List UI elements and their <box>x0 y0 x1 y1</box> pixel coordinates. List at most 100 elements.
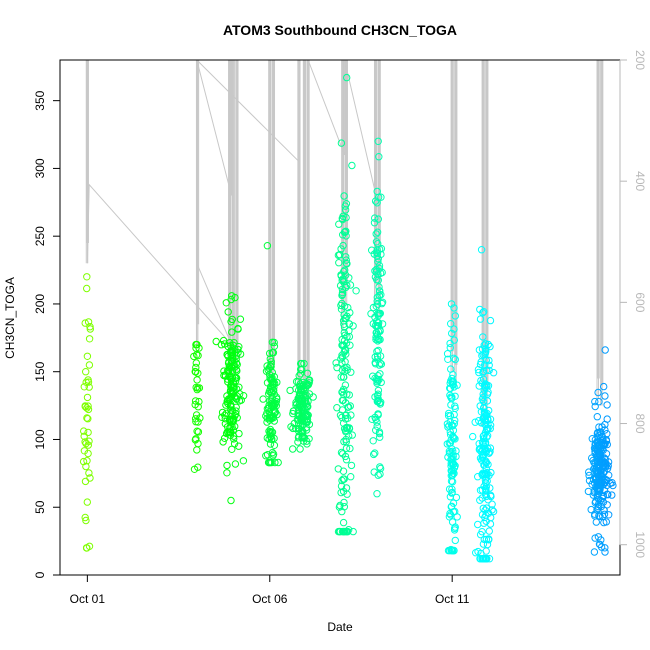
data-point <box>594 533 603 541</box>
data-point <box>337 272 345 280</box>
data-point <box>595 447 604 456</box>
data-point <box>224 308 232 316</box>
data-point <box>450 304 458 312</box>
data-point <box>372 238 381 246</box>
data-point <box>86 474 94 482</box>
data-point <box>595 423 603 431</box>
data-point <box>601 544 609 552</box>
data-point <box>85 469 93 477</box>
data-point <box>446 384 455 393</box>
data-point <box>373 297 381 305</box>
data-point <box>227 393 236 401</box>
data-point <box>196 414 204 422</box>
data-point <box>81 319 89 327</box>
data-point <box>340 328 348 337</box>
data-point <box>305 420 314 429</box>
data-point <box>339 231 347 239</box>
data-point <box>338 388 347 396</box>
data-point <box>236 315 245 323</box>
data-point <box>235 383 243 391</box>
data-point <box>347 368 355 376</box>
data-point <box>230 440 239 448</box>
data-point <box>443 350 452 358</box>
data-point <box>603 501 611 509</box>
data-point <box>591 402 599 411</box>
data-point <box>337 448 346 457</box>
data-point <box>371 214 379 222</box>
data-point <box>448 488 456 497</box>
data-point <box>340 437 348 446</box>
data-point <box>268 338 277 346</box>
data-point <box>81 513 89 522</box>
data-point <box>603 440 611 449</box>
data-point <box>476 496 484 504</box>
data-point <box>485 527 493 535</box>
data-point <box>481 409 489 418</box>
data-point <box>584 487 593 496</box>
data-point <box>371 321 380 330</box>
data-point <box>342 283 350 292</box>
data-point <box>83 457 91 465</box>
data-point <box>266 440 275 448</box>
data-point <box>341 266 349 274</box>
data-point <box>228 315 236 324</box>
data-point <box>375 375 383 384</box>
data-point <box>82 516 90 525</box>
data-point <box>479 390 487 398</box>
data-point <box>335 220 343 228</box>
data-point <box>469 432 477 441</box>
data-point <box>478 352 486 360</box>
data-point <box>296 402 304 411</box>
data-point <box>480 461 488 469</box>
data-point <box>373 347 381 356</box>
data-point <box>476 402 484 410</box>
data-point <box>447 545 455 554</box>
data-point <box>594 433 602 441</box>
data-point <box>478 528 486 536</box>
data-point <box>448 452 456 460</box>
data-point <box>482 425 491 433</box>
data-point <box>603 415 611 423</box>
data-point <box>375 310 384 318</box>
data-point <box>271 399 279 407</box>
data-point <box>600 454 608 462</box>
data-point <box>82 439 90 448</box>
data-point <box>333 404 341 412</box>
data-point <box>347 411 355 419</box>
data-point <box>341 346 350 355</box>
data-point <box>235 429 243 438</box>
data-point <box>335 259 343 267</box>
data-point <box>341 381 350 389</box>
data-point <box>192 344 200 352</box>
x-tick-label: Oct 11 <box>435 592 470 606</box>
data-point <box>597 543 606 551</box>
data-point <box>483 390 492 398</box>
data-point <box>80 432 88 440</box>
data-point <box>480 431 488 440</box>
data-point <box>448 485 456 493</box>
data-point <box>489 507 498 516</box>
data-point <box>451 536 459 545</box>
data-point <box>336 501 344 510</box>
data-point <box>595 441 603 450</box>
data-point <box>482 511 490 519</box>
data-point <box>376 470 384 478</box>
data-point <box>85 361 94 369</box>
data-point <box>596 477 605 486</box>
data-point <box>347 461 356 470</box>
data-point <box>338 396 347 405</box>
data-point <box>347 473 355 481</box>
data-point <box>342 350 350 358</box>
data-point <box>374 471 382 479</box>
data-point <box>220 367 228 375</box>
data-point <box>593 413 601 421</box>
data-point <box>477 549 485 558</box>
data-point <box>476 315 485 323</box>
data-point <box>192 368 200 376</box>
data-point <box>193 385 201 394</box>
data-point <box>81 477 90 486</box>
data-point <box>603 401 611 409</box>
data-point <box>451 435 459 443</box>
data-point <box>488 506 496 514</box>
data-point <box>267 358 275 366</box>
